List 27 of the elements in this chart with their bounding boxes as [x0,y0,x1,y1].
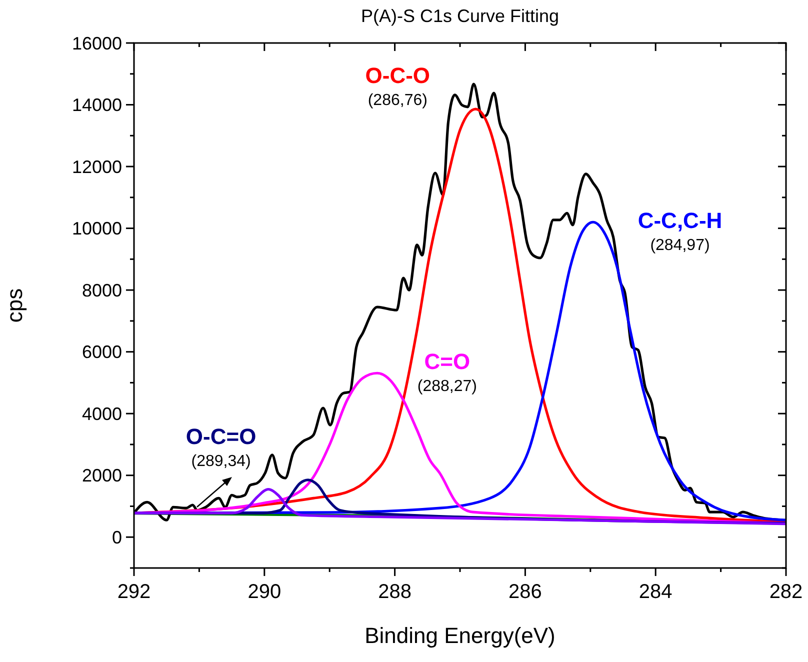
chart-title: P(A)-S C1s Curve Fitting [360,6,560,26]
text: O-C=O [186,424,256,449]
x-tick-label: 290 [248,581,282,603]
annotation: (289,34) [191,452,251,470]
x-tick-label: 282 [769,581,803,603]
annotation: (284,97) [650,237,710,254]
x-tick-label: 288 [378,581,412,603]
x-tick-label: 292 [117,581,151,603]
y-tick-label: 8000 [82,280,122,300]
y-tick-label: 16000 [72,33,122,54]
x-axis-title: Binding Energy(eV) [364,623,556,648]
line-series [134,488,786,526]
y-tick-label: 4000 [82,404,122,424]
x-tick-label: 286 [508,581,542,603]
y-axis-title: cps [2,288,27,323]
annotation: (288,27) [417,378,477,396]
y-tick-label: 14000 [72,95,122,116]
y-tick-label: 2000 [82,466,122,486]
annotation: (286,76) [368,92,428,110]
series-label: C=O [424,349,470,374]
y-tick-label: 6000 [82,342,122,362]
x-tick-label: 284 [638,581,672,603]
y-tick-label: 10000 [72,218,122,239]
series-label: C-C,C-H [638,208,722,234]
y-tick-label: 0 [112,527,122,548]
y-tick-label: 12000 [72,156,122,177]
text: O-C-O [365,63,430,88]
